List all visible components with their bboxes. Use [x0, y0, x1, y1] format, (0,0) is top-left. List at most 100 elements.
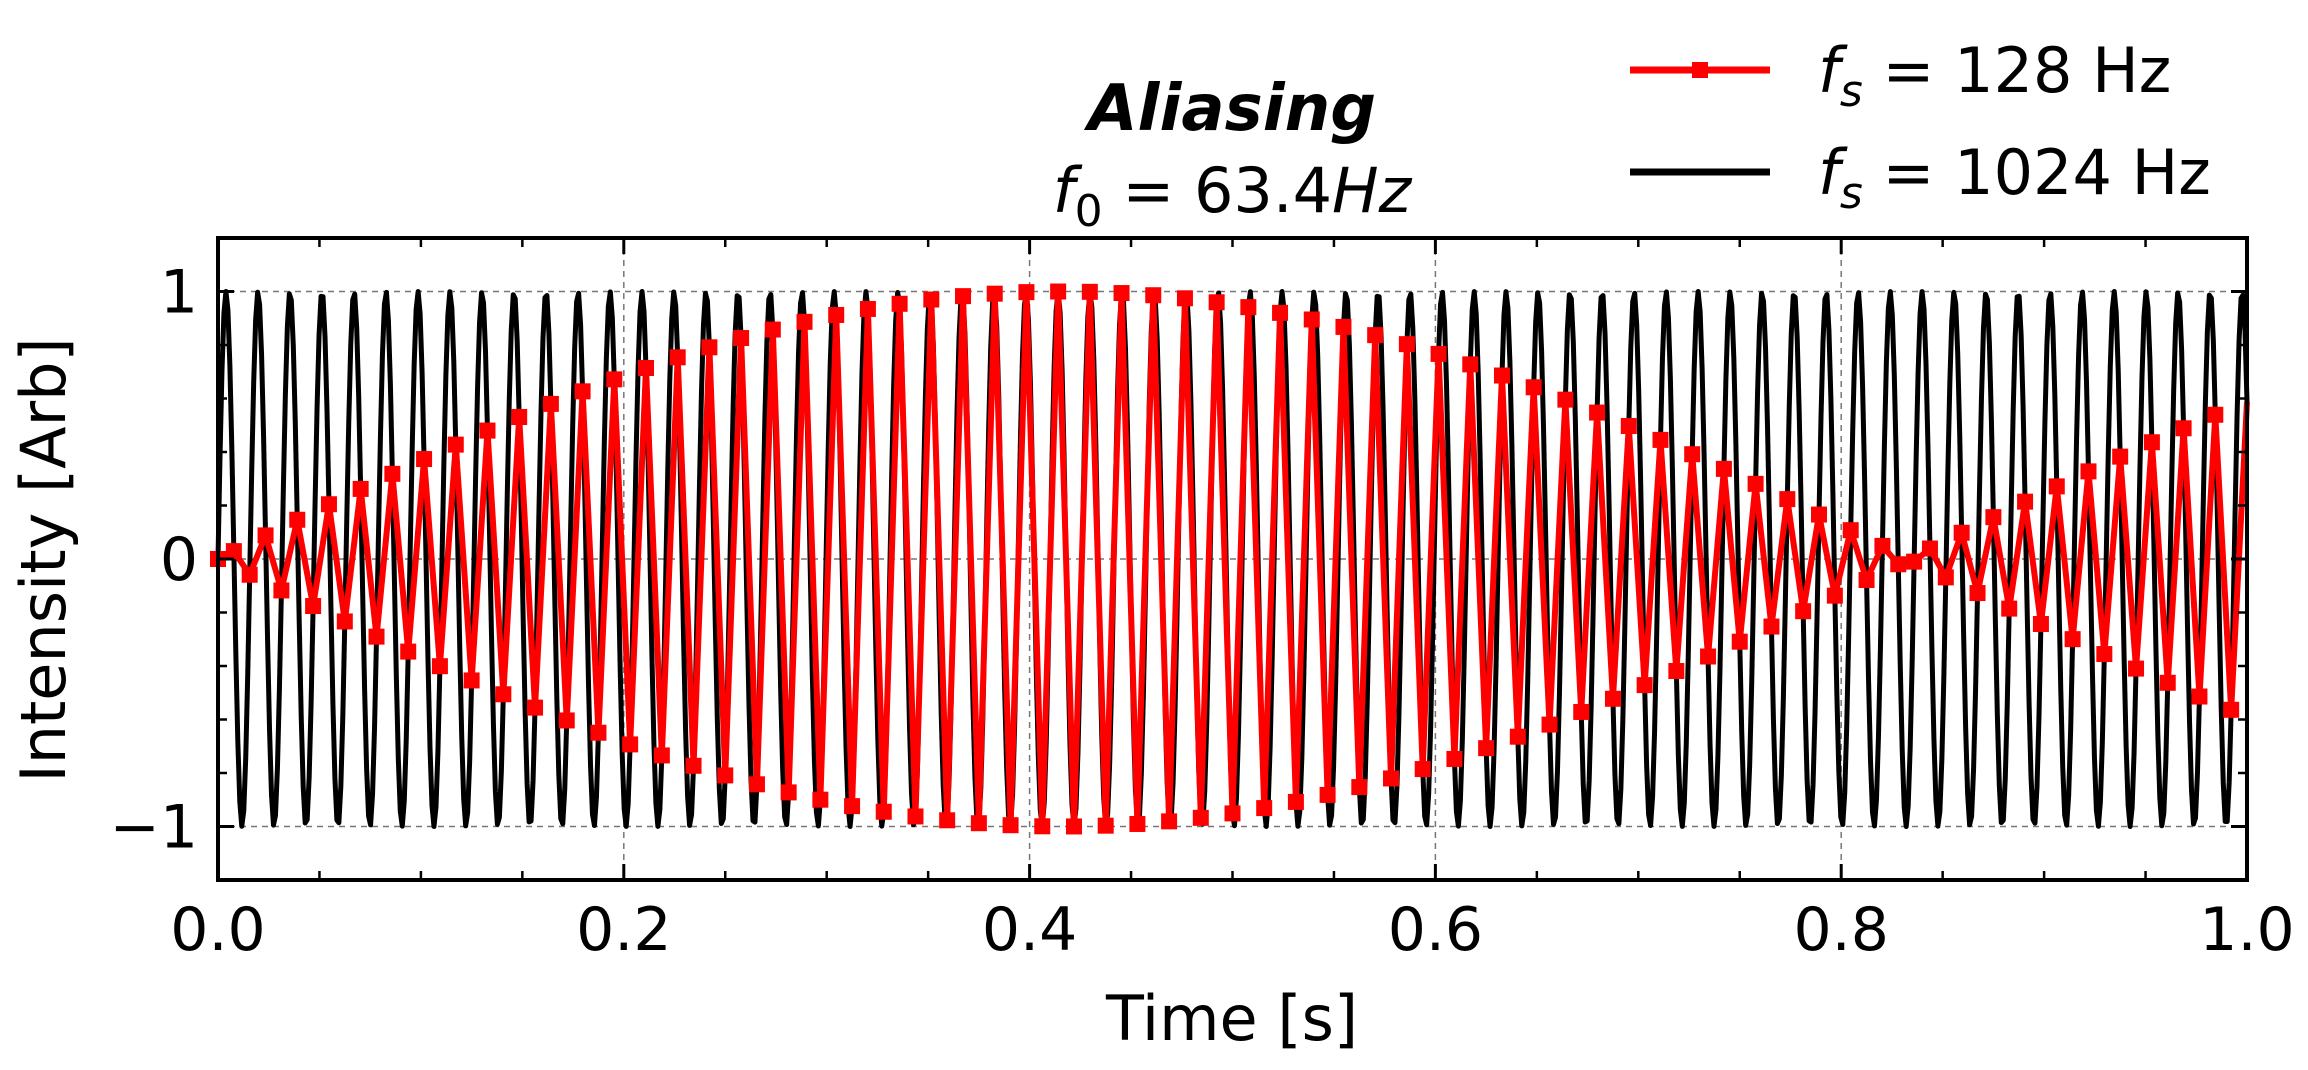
data-point — [701, 339, 718, 356]
data-point — [1065, 818, 1082, 835]
legend-label: fs = 128 Hz — [1818, 34, 2171, 117]
y-tick-label: −1 — [110, 793, 198, 863]
data-point — [1018, 284, 1035, 301]
data-point — [2191, 688, 2208, 705]
data-point — [2143, 434, 2160, 451]
data-point — [1763, 618, 1780, 635]
data-point — [1985, 509, 2002, 526]
data-point — [1573, 703, 1590, 720]
data-point — [416, 451, 433, 468]
data-point — [622, 736, 639, 753]
x-axis-label: Time [s] — [1105, 982, 1358, 1055]
data-point — [1668, 662, 1685, 679]
legend-value: = 1024 Hz — [1863, 136, 2211, 209]
data-point — [923, 291, 940, 308]
subtitle-value: = 63.4 — [1103, 154, 1332, 227]
data-point — [289, 511, 306, 528]
data-point — [1874, 537, 1891, 554]
data-point — [2159, 674, 2176, 691]
data-point — [1240, 299, 1257, 316]
data-point — [479, 422, 496, 439]
data-point — [1192, 809, 1209, 826]
data-point — [1287, 793, 1304, 810]
data-point — [1303, 311, 1320, 328]
data-point — [1652, 431, 1669, 448]
data-point — [1906, 553, 1923, 570]
data-point — [828, 306, 845, 323]
x-tick-label: 0.8 — [1793, 895, 1888, 965]
x-tick-label: 0.0 — [170, 895, 265, 965]
data-point — [1081, 283, 1098, 300]
legend-item-1024hz: fs = 1024 Hz — [1630, 136, 2211, 219]
data-point — [1969, 585, 1986, 602]
data-point — [764, 321, 781, 338]
data-point — [1700, 648, 1717, 665]
data-point — [1779, 491, 1796, 508]
data-point — [2001, 600, 2018, 617]
data-point — [400, 643, 417, 660]
data-point — [875, 803, 892, 820]
legend-value: = 128 Hz — [1863, 34, 2172, 107]
data-point — [2032, 615, 2049, 632]
legend: fs = 128 Hz fs = 1024 Hz — [1630, 34, 2211, 219]
data-point — [1509, 728, 1526, 745]
data-point — [225, 543, 242, 560]
data-point — [384, 465, 401, 482]
data-point — [2048, 478, 2065, 495]
data-point — [241, 566, 258, 583]
data-point — [1161, 813, 1178, 830]
data-point — [1684, 446, 1701, 463]
data-point — [1129, 815, 1146, 832]
data-point — [1367, 327, 1384, 344]
data-point — [447, 436, 464, 453]
data-point — [939, 812, 956, 829]
data-point — [1002, 817, 1019, 834]
data-point — [1383, 770, 1400, 787]
data-point — [1430, 345, 1447, 362]
data-point — [1811, 506, 1828, 523]
data-point — [1398, 336, 1415, 353]
data-point — [1113, 285, 1130, 302]
data-point — [511, 408, 528, 425]
data-point — [748, 776, 765, 793]
data-point — [1826, 587, 1843, 604]
data-point — [1462, 356, 1479, 373]
data-point — [1795, 603, 1812, 620]
data-point — [1256, 800, 1273, 817]
data-point — [2128, 660, 2145, 677]
legend-label: fs = 1024 Hz — [1818, 136, 2211, 219]
x-tick-label: 0.4 — [982, 895, 1077, 965]
data-point — [257, 527, 274, 544]
x-tick-label: 0.2 — [576, 895, 671, 965]
data-point — [336, 613, 353, 630]
data-point — [717, 767, 734, 784]
data-point — [669, 349, 686, 366]
data-point — [2175, 420, 2192, 437]
y-axis-label: Intensity [Arb] — [7, 337, 80, 782]
data-point — [463, 672, 480, 689]
data-point — [1604, 690, 1621, 707]
data-point — [637, 360, 654, 377]
data-point — [1446, 750, 1463, 767]
data-point — [2080, 463, 2097, 480]
legend-swatch-marker — [1692, 62, 1708, 78]
data-point — [2223, 701, 2240, 718]
data-point — [305, 598, 322, 615]
y-tick-label: 0 — [160, 525, 198, 595]
data-point — [495, 686, 512, 703]
data-point — [780, 784, 797, 801]
data-point — [2017, 493, 2034, 510]
data-point — [2112, 448, 2129, 465]
subtitle-unit: Hz — [1332, 154, 1413, 227]
x-tick-label: 1.0 — [2199, 895, 2294, 965]
data-point — [606, 371, 623, 388]
data-point — [891, 295, 908, 312]
data-point — [1414, 761, 1431, 778]
data-point — [1557, 391, 1574, 408]
data-point — [1715, 460, 1732, 477]
data-point — [1525, 379, 1542, 396]
data-point — [970, 815, 987, 832]
data-point — [1858, 571, 1875, 588]
data-point — [320, 496, 337, 513]
data-point — [1747, 475, 1764, 492]
